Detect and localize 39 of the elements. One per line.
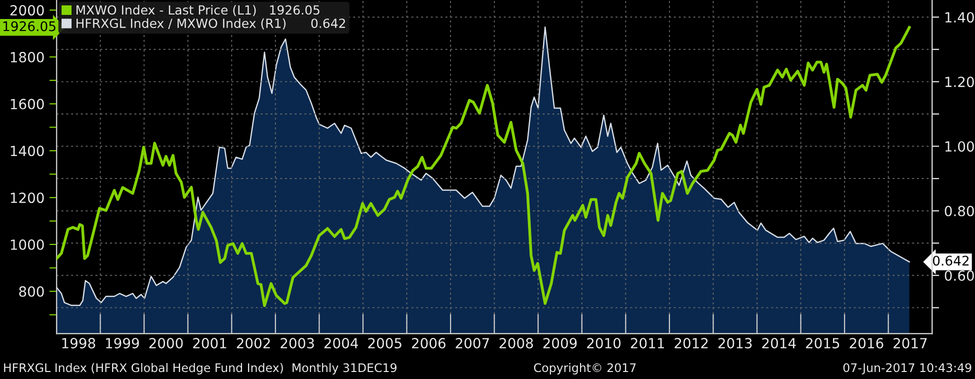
y-tick-label: 1000 bbox=[10, 239, 44, 250]
y-tick-label: 800 bbox=[19, 286, 44, 297]
y2-tick-label: 1.00 bbox=[945, 141, 974, 152]
x-tick-label: 2009 bbox=[543, 338, 577, 348]
text: 1926.05 bbox=[3, 21, 56, 32]
x-tick-label: 2014 bbox=[762, 338, 796, 348]
y-tick-label: 1200 bbox=[10, 192, 44, 204]
x-tick-label: 2002 bbox=[236, 338, 270, 348]
x-tick-label: 2015 bbox=[806, 338, 840, 348]
y2-tick-label: 1.20 bbox=[945, 76, 974, 88]
x-tick-label: 1999 bbox=[106, 338, 139, 348]
y2-tick-label: 1.40 bbox=[945, 12, 974, 23]
x-tick-label: 2013 bbox=[718, 338, 752, 348]
y-tick-label: 2000 bbox=[10, 5, 44, 16]
text: 0.642 bbox=[932, 256, 969, 266]
legend-label: MXWO Index - Last Price (L1) 1926.05 bbox=[76, 5, 320, 16]
x-tick-label: 2005 bbox=[368, 338, 402, 348]
x-tick-label: 2016 bbox=[850, 338, 884, 348]
y2-tick-label: 0.60 bbox=[944, 270, 974, 281]
x-tick-label: 2003 bbox=[280, 338, 314, 348]
y2-tick-label: 0.80 bbox=[944, 206, 974, 216]
x-tick-label: 1998 bbox=[62, 338, 96, 348]
x-tick-label: 2001 bbox=[193, 338, 226, 348]
legend-label: HFRXGL Index / MXWO Index (R1) 0.642 bbox=[76, 18, 346, 30]
x-tick-label: 2017 bbox=[894, 338, 927, 348]
text: Copyright© 2017 bbox=[534, 363, 636, 374]
x-tick-label: 2006 bbox=[412, 338, 446, 348]
text: 07-Jun-2017 10:43:49 bbox=[843, 363, 972, 374]
x-tick-label: 2000 bbox=[149, 338, 183, 348]
y-tick-label: 1800 bbox=[10, 52, 44, 62]
y-tick-label: 1400 bbox=[10, 146, 44, 156]
x-tick-label: 2008 bbox=[500, 338, 533, 348]
text: HFRXGL Index (HFRX Global Hedge Fund Index) Monthly 31DEC19 bbox=[4, 363, 396, 374]
x-tick-label: 2007 bbox=[456, 338, 489, 348]
x-tick-label: 2011 bbox=[630, 338, 664, 348]
x-tick-label: 2010 bbox=[587, 338, 621, 348]
y-tick-label: 1600 bbox=[10, 98, 44, 110]
x-tick-label: 2004 bbox=[324, 338, 358, 348]
x-tick-label: 2012 bbox=[674, 338, 708, 348]
